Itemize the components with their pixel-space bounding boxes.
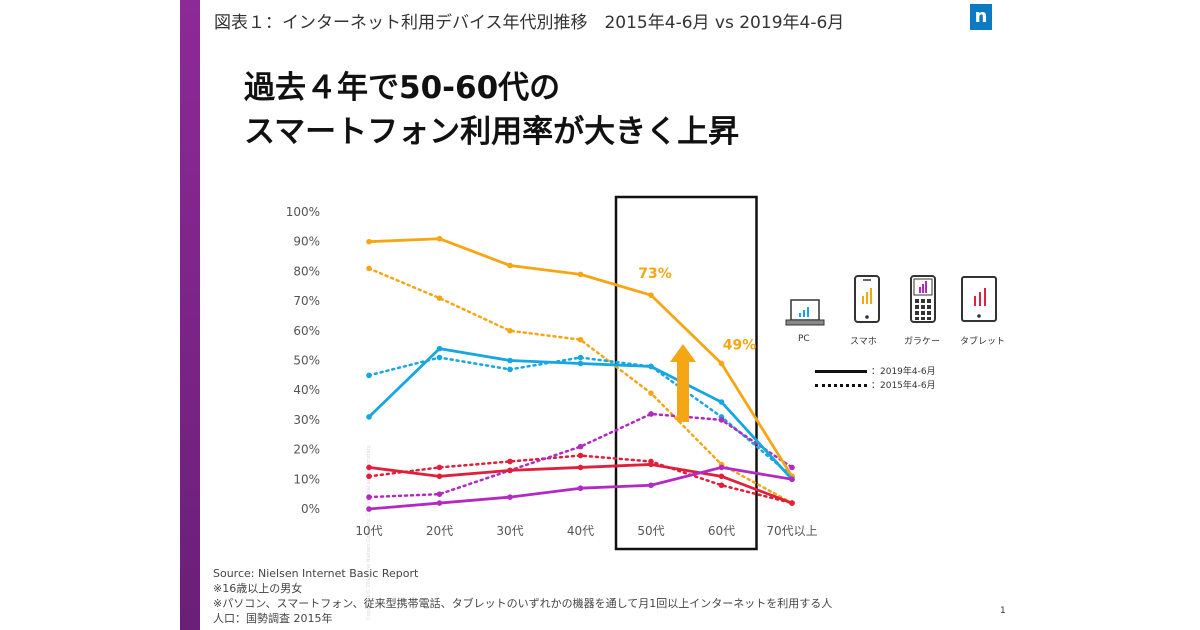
tablet-icon [960,274,1000,330]
sidebar-band: Copyright © 2019 The Nielsen Company. Co… [180,0,372,630]
data-point [648,292,654,298]
page-number: 1 [1000,606,1006,616]
y-tick-label: 90% [293,235,320,249]
y-tick-label: 70% [293,294,320,308]
dotted-line-sample [815,384,867,387]
data-point [366,464,372,471]
data-point [436,500,443,506]
data-point [366,473,372,480]
highlight-arrow-head [670,344,696,362]
y-tick-label: 40% [293,383,320,397]
series-line [367,463,794,505]
note-devices: ※パソコン、スマートフォン、従来型携帯電話、タブレットのいずれかの機器を通して月… [213,597,833,610]
x-tick-label: 30代 [496,524,523,538]
data-point [436,491,443,497]
data-point [718,360,725,367]
y-tick-label: 80% [293,264,320,278]
x-tick-label: 70代以上 [766,524,817,538]
data-point [718,473,725,480]
data-point [507,494,513,500]
highlight-box [614,195,758,551]
data-point [789,500,795,506]
legend-label-2015: ：2015年4-6月 [871,381,936,391]
data-point [789,464,795,471]
data-point [718,482,725,489]
data-point [366,414,372,420]
x-tick-label: 60代 [708,524,735,538]
data-point [577,464,584,471]
feature-phone-icon [908,274,938,330]
y-tick-label: 50% [293,354,320,368]
laptop-icon [785,298,825,332]
x-tick-label: 40代 [567,524,594,538]
legend-label-feature-phone: ガラケー [904,337,941,347]
data-point [789,476,795,483]
smartphone-icon [852,274,882,330]
data-point [366,265,372,272]
data-point [436,295,443,301]
data-point [577,360,584,367]
legend-label-tablet: タブレット [960,337,1006,347]
data-point [436,235,443,242]
data-point [577,271,584,278]
data-point [648,411,654,417]
data-point [577,354,584,361]
headline-line-2: スマートフォン利用率が大きく上昇 [244,114,740,150]
y-tick-label: 30% [293,413,320,427]
y-tick-label: 10% [293,472,320,486]
data-point [718,417,725,423]
data-point [436,345,443,352]
data-point [718,399,725,405]
data-point [507,262,513,269]
data-point [507,467,513,474]
data-point [507,366,513,373]
nielsen-logo-icon: n [970,4,992,30]
legend-label-2019: ：2019年4-6月 [871,367,936,377]
page-title: 図表１：インターネット利用デバイス年代別推移 2015年4-6月 vs 2019… [214,13,845,33]
data-point [648,482,654,489]
data-point [366,506,372,512]
data-point [366,494,372,500]
headline-line-1: 過去４年で50-60代の [244,70,561,106]
y-tick-label: 100% [286,205,320,219]
data-point [577,485,584,492]
data-label: 49% [723,337,757,353]
legend-label-smartphone: スマホ [850,337,877,347]
headline: 過去４年で50-60代の スマートフォン利用率が大きく上昇 [244,66,739,154]
footer-notes: Source: Nielsen Internet Basic Report ※1… [213,566,832,626]
source-text: Source: Nielsen Internet Basic Report [213,567,419,580]
note-age: ※16歳以上の男女 [213,582,303,595]
device-legend: PC スマホ ガラケー [780,274,1010,347]
data-point [366,238,372,245]
x-tick-label: 20代 [426,524,453,538]
data-point [577,452,584,459]
series-line [367,347,794,481]
data-point [436,354,443,361]
data-point [648,363,654,370]
data-point [577,336,584,343]
data-point [507,328,513,334]
x-tick-label: 50代 [637,524,664,538]
data-point [648,390,654,396]
solid-line-sample [815,370,867,373]
data-point [436,464,443,471]
y-tick-label: 0% [301,502,320,516]
data-point [507,458,513,465]
data-label: 73% [638,266,672,282]
y-tick-label: 20% [293,443,320,457]
legend-label-pc: PC [798,334,810,344]
note-population: 人口：国勢調査 2015年 [213,612,333,625]
data-point [577,443,584,450]
data-point [718,464,725,471]
data-point [507,357,513,364]
data-point [366,372,372,379]
highlight-arrow-shaft [677,360,689,422]
data-point [436,473,443,480]
y-tick-label: 60% [293,324,320,338]
data-point [648,461,654,468]
x-tick-label: 10代 [355,524,382,538]
